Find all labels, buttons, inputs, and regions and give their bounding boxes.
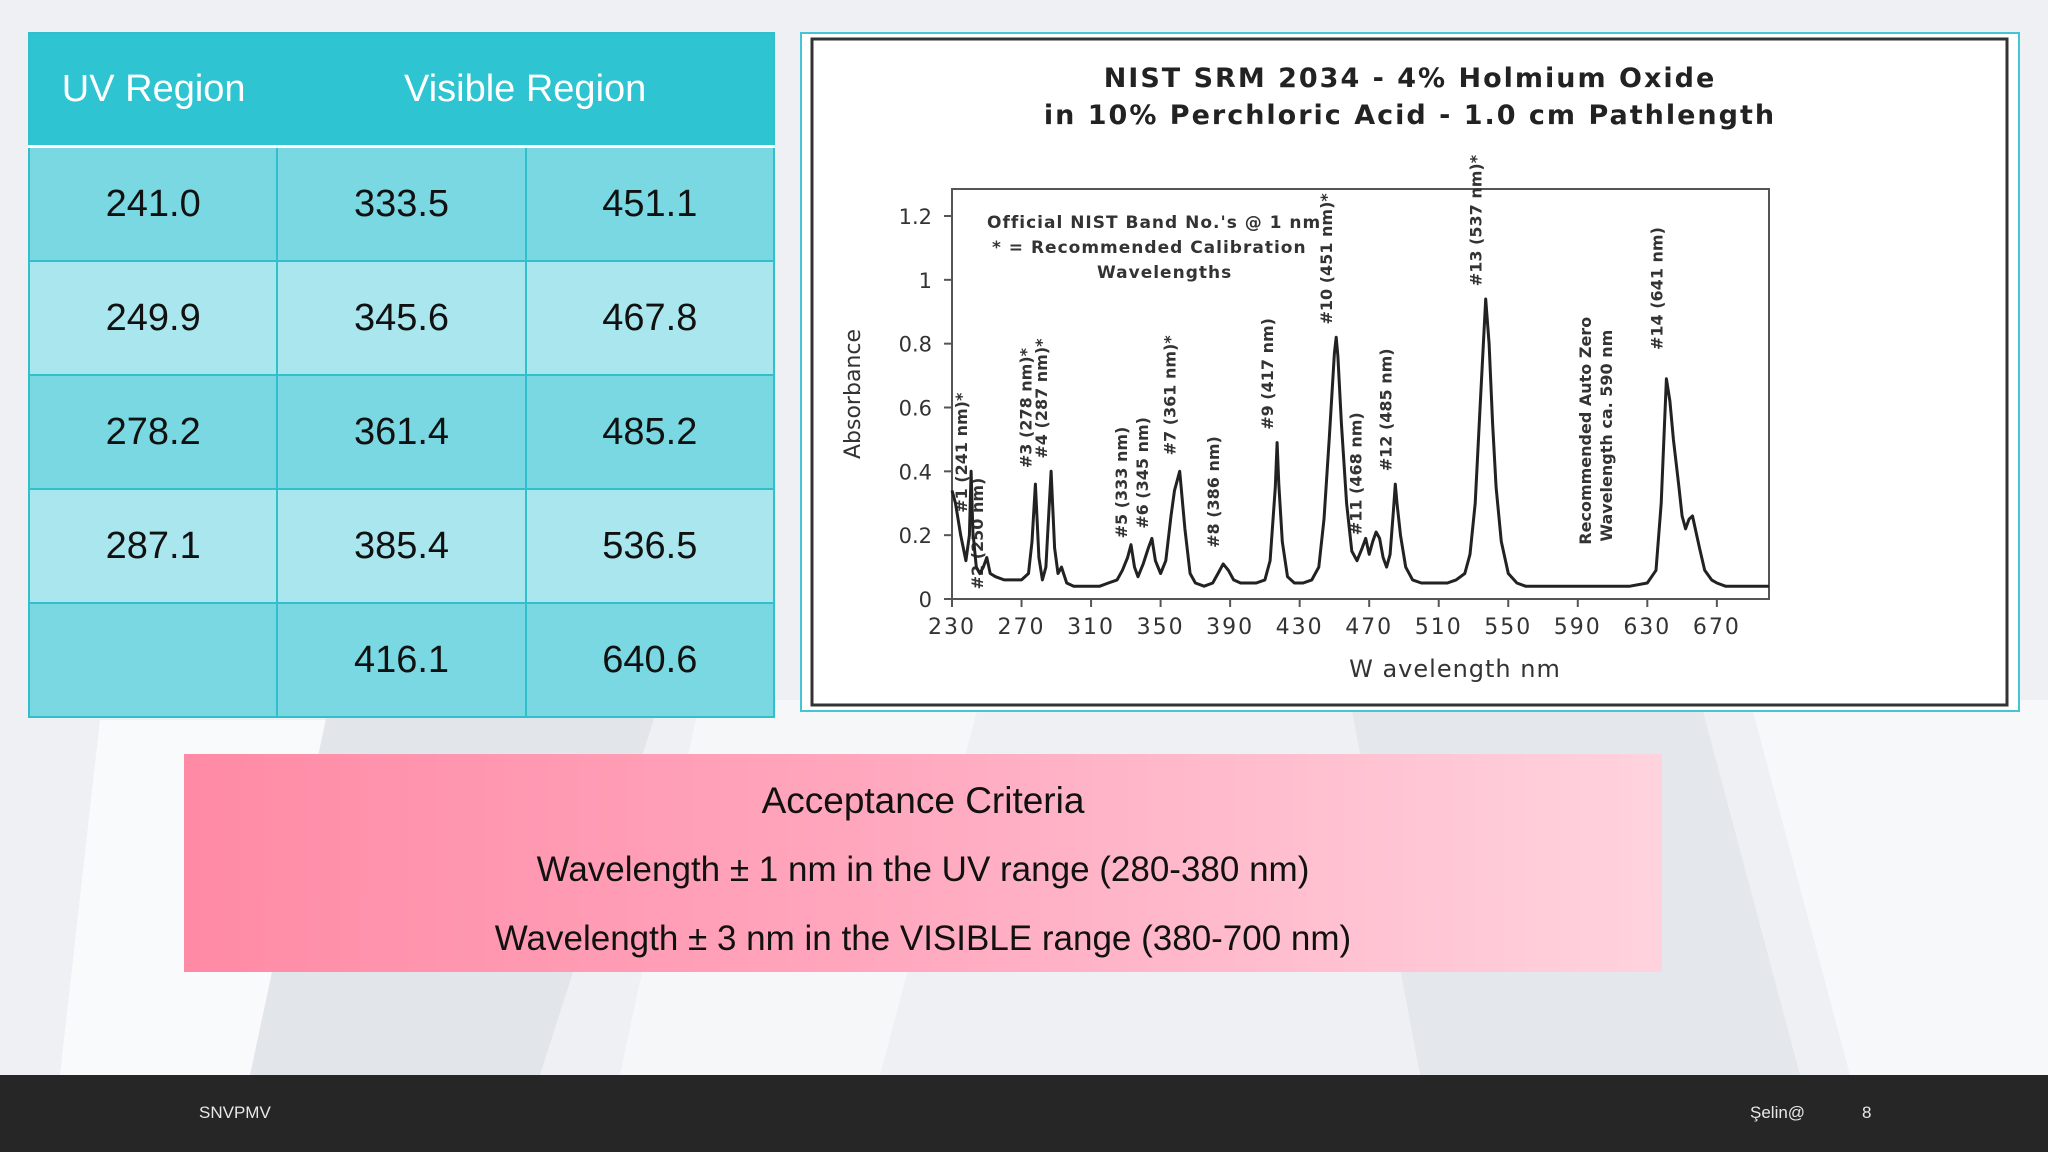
band-label: #7 (361 nm)* (1161, 335, 1180, 456)
table-cell: 249.9 (27, 260, 279, 376)
header-visible-region: Visible Region (277, 33, 774, 148)
band-label: Wavelength ca. 590 nm (1597, 330, 1616, 542)
x-tick-label: 270 (998, 615, 1046, 640)
table-row: 249.9 345.6 467.8 (27, 260, 776, 376)
x-tick-label: 630 (1623, 615, 1671, 640)
x-tick-label: 510 (1415, 615, 1463, 640)
band-label: #13 (537 nm)* (1467, 154, 1486, 286)
x-tick-label: 670 (1693, 615, 1741, 640)
chart-inner-border (810, 37, 2009, 707)
band-label: Recommended Auto Zero (1576, 317, 1595, 545)
table-cell: 485.2 (524, 374, 776, 490)
acceptance-uv-line: Wavelength ± 1 nm in the UV range (280-3… (536, 850, 1310, 889)
table-cell: 385.4 (276, 488, 527, 604)
table-cell: 345.6 (276, 260, 527, 376)
band-label: #11 (468 nm) (1347, 412, 1366, 535)
table-row: 278.2 361.4 485.2 (27, 374, 776, 490)
x-tick-label: 230 (928, 615, 976, 640)
legend-line1: Official NIST Band No.'s @ 1 nm (987, 213, 1321, 233)
table-cell: 241.0 (27, 145, 279, 262)
footer-author: Şelin@ (1750, 1103, 1806, 1122)
table-cell: 333.5 (276, 145, 527, 262)
table-row: 287.1 385.4 536.5 (27, 488, 776, 604)
chart-title-line1: NIST SRM 2034 - 4% Holmium Oxide (1104, 63, 1717, 94)
band-label: #12 (485 nm) (1376, 348, 1395, 471)
spectrum-chart-image: NIST SRM 2034 - 4% Holmium Oxide in 10% … (800, 32, 2020, 712)
spectrum-chart: NIST SRM 2034 - 4% Holmium Oxide in 10% … (810, 37, 2009, 707)
header-uv-region: UV Region (29, 33, 278, 148)
y-tick-label: 0.2 (899, 524, 932, 548)
table-header-row: UV Region Visible Region (29, 33, 774, 148)
y-axis-label: Absorbance (841, 329, 866, 459)
band-label: #14 (641 nm) (1647, 227, 1666, 350)
x-tick-label: 430 (1276, 615, 1324, 640)
y-tick-label: 0 (919, 588, 932, 612)
acceptance-title: Acceptance Criteria (761, 780, 1085, 821)
table-cell (27, 602, 279, 718)
table-row: 416.1 640.6 (27, 602, 776, 718)
absorbance-series-line (950, 297, 1769, 588)
wavelength-table: UV Region Visible Region 241.0 333.5 451… (27, 32, 776, 718)
y-tick-label: 0.8 (899, 333, 932, 357)
table-cell: 416.1 (276, 602, 527, 718)
band-label: #4 (287 nm)* (1032, 338, 1051, 459)
band-label: #3 (278 nm)* (1016, 347, 1035, 468)
band-label: #10 (451 nm)* (1317, 193, 1336, 325)
table-cell: 640.6 (524, 602, 776, 718)
band-label: #8 (386 nm) (1204, 436, 1223, 548)
chart-title-line2: in 10% Perchloric Acid - 1.0 cm Pathleng… (1044, 100, 1776, 131)
plot-area (951, 188, 1770, 600)
x-tick-label: 470 (1345, 615, 1393, 640)
table-cell: 451.1 (524, 145, 776, 262)
table-cell: 467.8 (524, 260, 776, 376)
slide-footer: SNVPMV Şelin@ 8 (0, 1075, 2048, 1152)
y-tick-label: 0.4 (899, 460, 932, 484)
acceptance-criteria-box: Acceptance Criteria Wavelength ± 1 nm in… (184, 754, 1662, 972)
legend-line2: * = Recommended Calibration (992, 238, 1307, 258)
x-axis-label: W avelength nm (1349, 655, 1561, 683)
band-label: #1 (241 nm)* (952, 392, 971, 513)
x-tick-label: 310 (1067, 615, 1115, 640)
x-tick-label: 350 (1137, 615, 1185, 640)
x-tick-label: 550 (1484, 615, 1532, 640)
y-tick-label: 0.6 (899, 397, 932, 421)
footer-left-text: SNVPMV (199, 1103, 271, 1122)
band-label: #6 (345 nm) (1133, 417, 1152, 529)
page-number: 8 (1862, 1103, 1872, 1122)
band-label: #9 (417 nm) (1258, 318, 1277, 430)
y-tick-label: 1 (919, 269, 932, 293)
legend-line3: Wavelengths (1097, 263, 1232, 283)
x-tick-label: 390 (1206, 615, 1254, 640)
acceptance-visible-line: Wavelength ± 3 nm in the VISIBLE range (… (494, 919, 1352, 958)
band-label: #5 (333 nm) (1112, 427, 1131, 539)
x-tick-label: 590 (1554, 615, 1602, 640)
table-cell: 278.2 (27, 374, 279, 490)
y-tick-label: 1.2 (899, 205, 932, 229)
table-cell: 287.1 (27, 488, 279, 604)
table-cell: 361.4 (276, 374, 527, 490)
table-row: 241.0 333.5 451.1 (27, 145, 776, 262)
table-cell: 536.5 (524, 488, 776, 604)
